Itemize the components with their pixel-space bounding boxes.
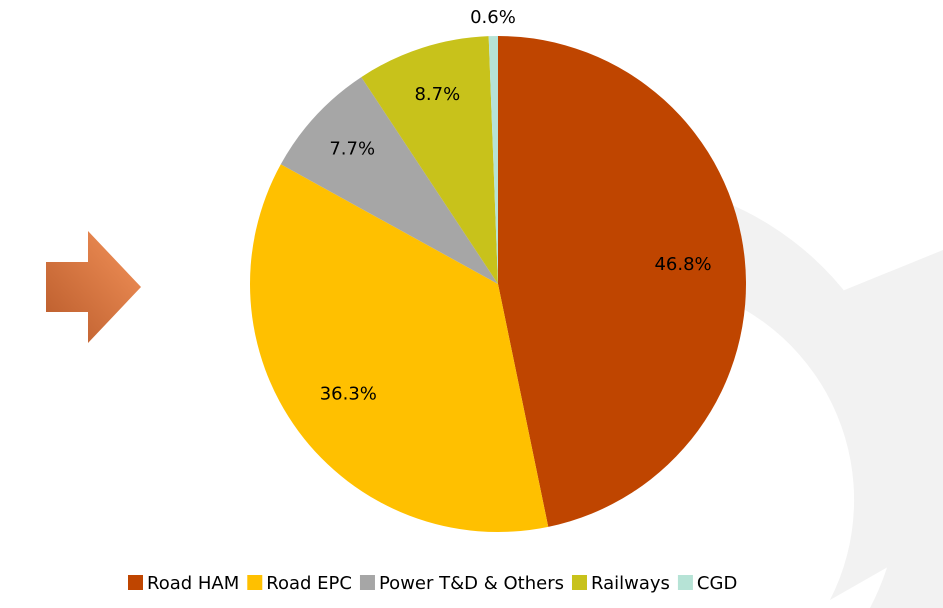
data-label: 36.3% bbox=[320, 383, 377, 404]
data-label: 0.6% bbox=[470, 7, 516, 28]
background-decoration bbox=[700, 200, 943, 608]
legend: Road HAM Road EPC Power T&D & Others Railwa… bbox=[128, 573, 737, 594]
legend-swatch bbox=[677, 575, 693, 590]
data-label: 8.7% bbox=[414, 84, 460, 105]
pie-slice bbox=[488, 36, 498, 284]
pie-slice bbox=[361, 36, 498, 284]
data-label: 46.8% bbox=[654, 254, 711, 275]
legend-label: CGD bbox=[697, 573, 737, 594]
legend-label: Road EPC bbox=[266, 573, 352, 594]
legend-swatch bbox=[359, 575, 375, 590]
data-labels: 46.8% 36.3% 7.7% 8.7% 0.6% bbox=[320, 7, 712, 404]
data-label: 7.7% bbox=[329, 138, 375, 159]
pie-slice bbox=[280, 77, 498, 284]
legend-label: Railways bbox=[591, 573, 670, 594]
pie-slice bbox=[250, 164, 549, 532]
legend-swatch bbox=[128, 575, 143, 590]
legend-swatch bbox=[247, 575, 263, 590]
legend-label: Road HAM bbox=[147, 573, 239, 594]
legend-label: Power T&D & Others bbox=[379, 573, 564, 594]
arrow-icon bbox=[46, 231, 141, 343]
pie bbox=[250, 36, 746, 532]
pie-slice bbox=[498, 36, 746, 527]
legend-swatch bbox=[571, 575, 587, 590]
